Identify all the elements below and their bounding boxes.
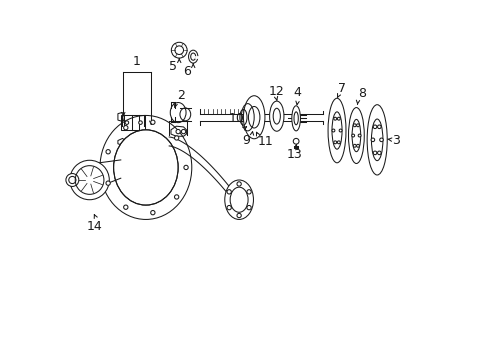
Circle shape xyxy=(150,120,155,125)
Text: 9: 9 xyxy=(242,134,250,147)
Circle shape xyxy=(139,121,142,125)
Text: 7: 7 xyxy=(338,82,346,95)
Circle shape xyxy=(174,136,179,140)
Text: 11: 11 xyxy=(257,135,273,148)
Circle shape xyxy=(353,124,355,127)
Circle shape xyxy=(171,42,187,58)
Circle shape xyxy=(333,141,336,144)
Circle shape xyxy=(339,129,341,132)
Circle shape xyxy=(176,130,180,134)
Circle shape xyxy=(377,125,380,129)
Circle shape xyxy=(337,117,340,120)
Text: 10: 10 xyxy=(228,112,244,126)
Text: 3: 3 xyxy=(391,134,399,147)
Ellipse shape xyxy=(224,180,253,220)
Ellipse shape xyxy=(113,130,178,205)
Circle shape xyxy=(351,134,354,137)
Circle shape xyxy=(372,151,376,155)
Circle shape xyxy=(370,138,374,141)
Circle shape xyxy=(123,126,128,130)
Text: 4: 4 xyxy=(293,86,301,99)
Text: 2: 2 xyxy=(177,89,184,102)
Circle shape xyxy=(353,144,355,147)
Circle shape xyxy=(66,174,79,186)
Circle shape xyxy=(379,138,383,141)
Ellipse shape xyxy=(327,98,346,163)
Circle shape xyxy=(357,134,360,137)
Circle shape xyxy=(70,160,109,200)
Text: 8: 8 xyxy=(358,87,366,100)
Circle shape xyxy=(106,181,110,185)
Circle shape xyxy=(226,190,231,194)
Ellipse shape xyxy=(291,106,300,131)
Circle shape xyxy=(237,213,241,218)
Ellipse shape xyxy=(269,101,284,131)
Ellipse shape xyxy=(366,105,386,175)
Circle shape xyxy=(183,165,188,170)
Text: 12: 12 xyxy=(268,85,284,98)
Circle shape xyxy=(123,205,128,210)
Circle shape xyxy=(356,144,359,147)
Circle shape xyxy=(237,182,241,186)
Circle shape xyxy=(372,125,376,129)
Circle shape xyxy=(226,206,231,210)
Text: 13: 13 xyxy=(286,148,302,161)
Circle shape xyxy=(337,141,340,144)
Text: 1: 1 xyxy=(133,55,141,68)
Circle shape xyxy=(174,195,179,199)
Circle shape xyxy=(106,150,110,154)
Circle shape xyxy=(331,129,334,132)
Circle shape xyxy=(333,117,336,120)
Circle shape xyxy=(125,121,128,125)
Circle shape xyxy=(246,206,251,210)
Text: 5: 5 xyxy=(169,60,177,73)
Circle shape xyxy=(246,190,251,194)
Circle shape xyxy=(377,151,380,155)
Text: 14: 14 xyxy=(86,220,102,233)
Ellipse shape xyxy=(243,96,264,139)
Circle shape xyxy=(356,124,359,127)
Text: 6: 6 xyxy=(183,65,190,78)
Circle shape xyxy=(150,211,155,215)
Circle shape xyxy=(181,130,185,134)
Ellipse shape xyxy=(348,108,364,163)
